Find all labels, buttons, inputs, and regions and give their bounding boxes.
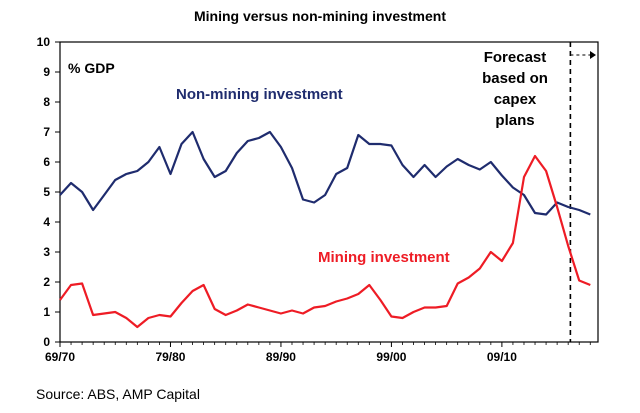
- y-tick-label: 8: [43, 95, 50, 109]
- y-tick-label: 1: [43, 305, 50, 319]
- y-tick-label: 2: [43, 275, 50, 289]
- forecast-annotation-line: plans: [495, 112, 534, 129]
- y-tick-label: 3: [43, 245, 50, 259]
- non-mining-series-label: Non-mining investment: [176, 86, 343, 103]
- y-tick-label: 6: [43, 155, 50, 169]
- x-tick-label: 99/00: [376, 350, 406, 364]
- y-tick-label: 7: [43, 125, 50, 139]
- y-tick-label: 4: [43, 215, 50, 229]
- chart-title: Mining versus non-mining investment: [193, 8, 447, 24]
- x-tick-label: 89/90: [266, 350, 296, 364]
- y-tick-label: 0: [43, 335, 50, 349]
- mining-series-label: Mining investment: [318, 249, 450, 266]
- forecast-arrow-head: [590, 51, 596, 59]
- x-tick-label: 79/80: [155, 350, 185, 364]
- forecast-annotation-line: Forecast: [484, 49, 547, 66]
- source-note: Source: ABS, AMP Capital: [36, 386, 200, 402]
- mining-series-line: [59, 154, 591, 329]
- forecast-annotation-line: based on: [482, 70, 548, 87]
- non-mining-series-line: [59, 130, 591, 216]
- y-tick-label: 10: [37, 35, 51, 49]
- y-tick-label: 9: [43, 65, 50, 79]
- y-axis-label: % GDP: [68, 60, 115, 76]
- x-tick-label: 09/10: [487, 350, 517, 364]
- x-tick-label: 69/70: [45, 350, 75, 364]
- y-tick-label: 5: [43, 185, 50, 199]
- forecast-annotation-line: capex: [494, 91, 537, 108]
